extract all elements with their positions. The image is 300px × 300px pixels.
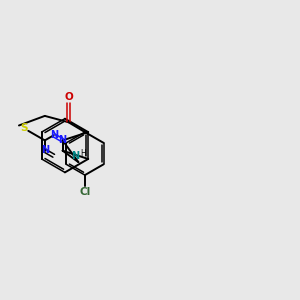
Text: Cl: Cl: [79, 187, 91, 197]
Text: O: O: [64, 92, 73, 103]
Text: N: N: [58, 135, 67, 146]
Text: N: N: [71, 151, 79, 160]
Text: N: N: [50, 130, 58, 140]
Text: H: H: [81, 149, 86, 158]
Text: N: N: [41, 145, 50, 155]
Text: S: S: [20, 123, 27, 133]
